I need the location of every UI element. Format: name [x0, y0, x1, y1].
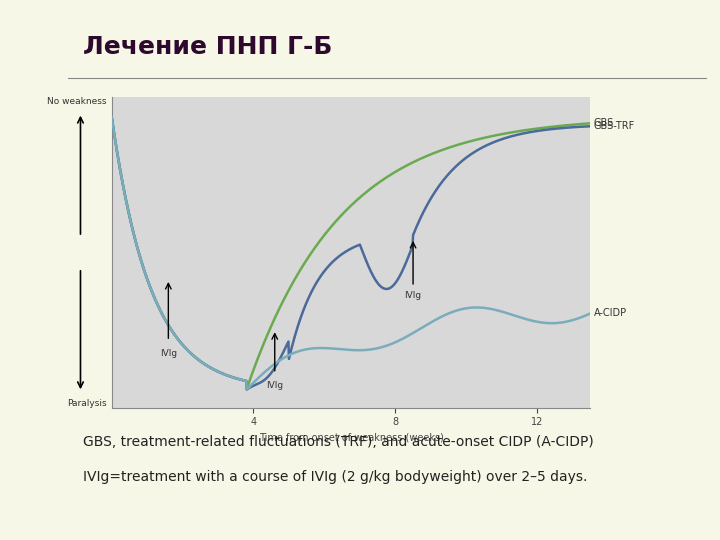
X-axis label: Time from onset of weakness (weeks): Time from onset of weakness (weeks) — [258, 433, 444, 443]
Text: GBS-TRF: GBS-TRF — [594, 122, 635, 131]
Text: IVIg=treatment with a course of IVIg (2 g/kg bodyweight) over 2–5 days.: IVIg=treatment with a course of IVIg (2 … — [83, 470, 588, 484]
Text: IVIg: IVIg — [160, 348, 177, 357]
Text: GBS, treatment-related fluctuations (TRF), and acute-onset CIDP (A-CIDP): GBS, treatment-related fluctuations (TRF… — [83, 435, 593, 449]
Text: Paralysis: Paralysis — [67, 399, 107, 408]
Text: Лечение ПНП Г-Б: Лечение ПНП Г-Б — [83, 35, 332, 59]
Text: IVIg: IVIg — [405, 291, 422, 300]
Text: IVIg: IVIg — [266, 381, 283, 390]
Text: No weakness: No weakness — [48, 97, 107, 106]
Text: GBS: GBS — [594, 118, 614, 129]
Text: A-CIDP: A-CIDP — [594, 308, 627, 319]
